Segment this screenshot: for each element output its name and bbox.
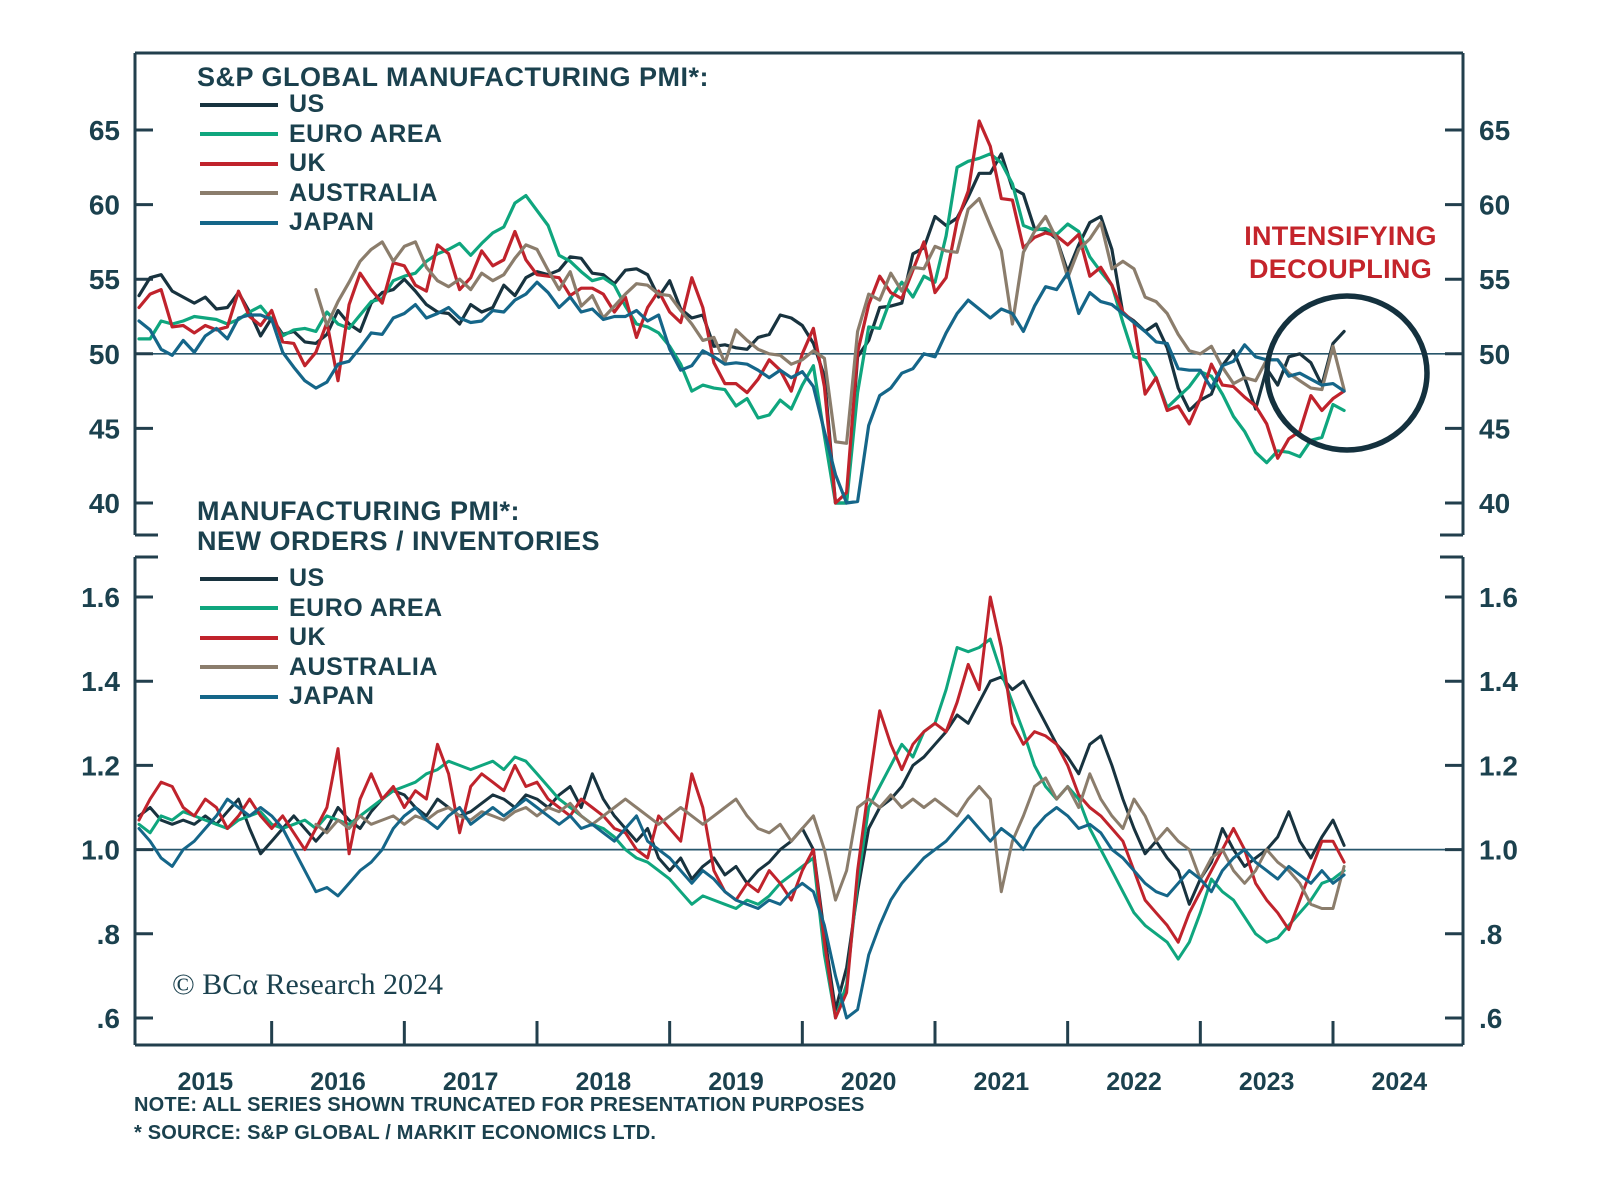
- legend-item-japan: JAPAN: [200, 682, 443, 712]
- legend-label: US: [289, 90, 325, 119]
- x-year-label-2016: 2016: [310, 1068, 366, 1096]
- decoupling-annotation: INTENSIFYING DECOUPLING: [1238, 220, 1443, 286]
- annotation-line1: INTENSIFYING: [1244, 221, 1437, 251]
- legend-item-euro-area: EURO AREA: [200, 120, 443, 150]
- legend-label: EURO AREA: [289, 119, 443, 148]
- y-tick-label-left: 1.6: [81, 582, 120, 613]
- y-tick-label-right: 60: [1479, 190, 1510, 221]
- series-line-australia-panel2: [314, 772, 1346, 910]
- legend-label: EURO AREA: [289, 593, 443, 622]
- legend-item-australia: AUSTRALIA: [200, 179, 443, 209]
- y-tick-label-right: 1.6: [1479, 582, 1518, 613]
- legend-item-uk: UK: [200, 149, 443, 179]
- legend-label: US: [289, 564, 325, 593]
- top-panel-legend: US EURO AREA UK AUSTRALIA JAPAN: [200, 90, 443, 238]
- decoupling-circle: [1264, 293, 1430, 453]
- series-line-euro-area-panel1: [137, 152, 1346, 505]
- series-line-us-panel2: [137, 675, 1346, 1012]
- y-tick-label-left: 60: [89, 190, 120, 221]
- footnote-source: * SOURCE: S&P GLOBAL / MARKIT ECONOMICS …: [134, 1122, 657, 1144]
- y-tick-label-right: .8: [1479, 919, 1502, 950]
- y-tick-label-right: 65: [1479, 115, 1510, 146]
- y-tick-label-left: .8: [97, 919, 120, 950]
- y-tick-label-right: 50: [1479, 339, 1510, 370]
- y-tick-label-right: 40: [1479, 488, 1510, 519]
- legend-label: AUSTRALIA: [289, 652, 438, 681]
- series-line-japan-panel2: [137, 797, 1346, 1020]
- series-line-japan-panel1: [137, 271, 1346, 505]
- footnotes: NOTE: ALL SERIES SHOWN TRUNCATED FOR PRE…: [134, 1091, 865, 1147]
- y-tick-label-left: .6: [97, 1003, 120, 1034]
- legend-swatch-line: [200, 220, 278, 225]
- legend-item-euro-area: EURO AREA: [200, 594, 443, 624]
- y-tick-label-right: 1.2: [1479, 750, 1518, 781]
- y-tick-label-right: 1.4: [1479, 666, 1518, 697]
- legend-swatch-line: [200, 635, 278, 640]
- x-year-label-2019: 2019: [708, 1068, 764, 1096]
- x-year-label-2015: 2015: [178, 1068, 234, 1096]
- x-year-label-2018: 2018: [576, 1068, 632, 1096]
- x-year-label-2017: 2017: [443, 1068, 499, 1096]
- legend-item-us: US: [200, 564, 443, 594]
- annotation-line2: DECOUPLING: [1248, 254, 1432, 284]
- y-tick-label-left: 45: [89, 413, 120, 444]
- legend-swatch-line: [200, 606, 278, 611]
- legend-swatch-line: [200, 665, 278, 670]
- legend-label: AUSTRALIA: [289, 178, 438, 207]
- series-line-uk-panel1: [137, 119, 1346, 505]
- legend-item-japan: JAPAN: [200, 208, 443, 238]
- legend-swatch-line: [200, 102, 278, 107]
- y-tick-label-left: 50: [89, 339, 120, 370]
- legend-label: JAPAN: [289, 208, 375, 237]
- top-panel-title: S&P GLOBAL MANUFACTURING PMI*:: [197, 62, 710, 92]
- y-tick-label-right: 55: [1479, 264, 1510, 295]
- series-line-australia-panel1: [314, 197, 1346, 445]
- bottom-panel-title-line1: MANUFACTURING PMI*:: [197, 496, 520, 526]
- series-line-uk-panel2: [137, 595, 1346, 1020]
- legend-swatch-line: [200, 576, 278, 581]
- y-tick-label-left: 40: [89, 488, 120, 519]
- x-year-label-2024: 2024: [1372, 1068, 1428, 1096]
- legend-swatch-line: [200, 132, 278, 137]
- legend-swatch-line: [200, 191, 278, 196]
- bottom-panel-title: MANUFACTURING PMI*: NEW ORDERS / INVENTO…: [197, 496, 600, 556]
- y-tick-label-left: 1.2: [81, 750, 120, 781]
- x-year-label-2021: 2021: [974, 1068, 1030, 1096]
- legend-label: UK: [289, 149, 327, 178]
- bottom-panel-title-line2: NEW ORDERS / INVENTORIES: [197, 526, 601, 556]
- x-year-label-2023: 2023: [1239, 1068, 1295, 1096]
- legend-swatch-line: [200, 694, 278, 699]
- bottom-panel-legend: US EURO AREA UK AUSTRALIA JAPAN: [200, 564, 443, 712]
- legend-swatch-line: [200, 161, 278, 166]
- y-tick-label-right: 45: [1479, 413, 1510, 444]
- y-tick-label-right: .6: [1479, 1003, 1502, 1034]
- y-tick-label-left: 1.0: [81, 835, 120, 866]
- bca-research-watermark: © BCα Research 2024: [172, 968, 443, 1001]
- legend-label: JAPAN: [289, 682, 375, 711]
- legend-item-us: US: [200, 90, 443, 120]
- legend-item-australia: AUSTRALIA: [200, 653, 443, 683]
- legend-label: UK: [289, 623, 327, 652]
- x-year-label-2020: 2020: [841, 1068, 897, 1096]
- footnote-truncated: NOTE: ALL SERIES SHOWN TRUNCATED FOR PRE…: [134, 1094, 865, 1116]
- y-tick-label-left: 65: [89, 115, 120, 146]
- y-tick-label-left: 55: [89, 264, 120, 295]
- legend-item-uk: UK: [200, 623, 443, 653]
- x-year-label-2022: 2022: [1106, 1068, 1162, 1096]
- y-tick-label-right: 1.0: [1479, 835, 1518, 866]
- y-tick-label-left: 1.4: [81, 666, 120, 697]
